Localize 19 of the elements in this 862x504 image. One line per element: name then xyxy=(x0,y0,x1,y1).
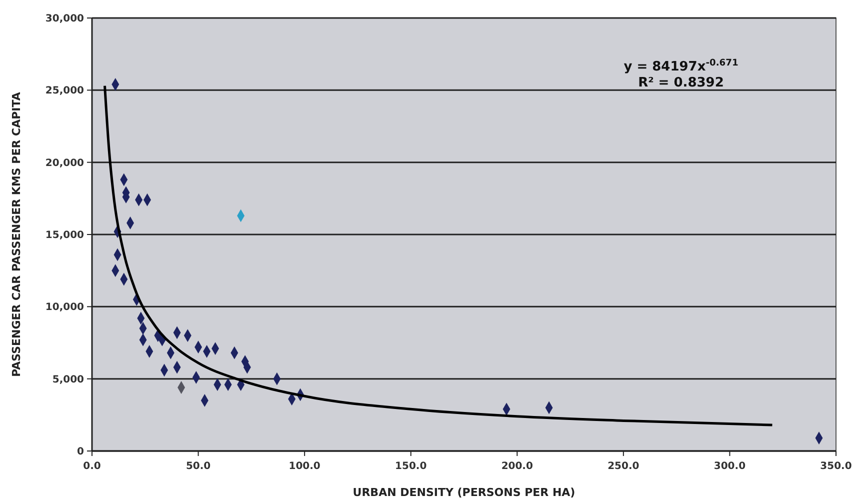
y-tick-label: 25,000 xyxy=(45,86,84,97)
y-tick-label: 5,000 xyxy=(52,374,84,386)
y-tick-label: 20,000 xyxy=(45,158,84,169)
y-axis-title: PASSENGER CAR PASSENGER KMS PER CAPITA xyxy=(10,92,23,377)
y-tick-label: 10,000 xyxy=(45,302,84,314)
x-tick-label: 300.0 xyxy=(714,461,746,472)
annotation: y = 84197x$^{-0.671}$ xyxy=(624,58,738,75)
x-tick-label: 50.0 xyxy=(186,461,211,472)
x-tick-label: 0.0 xyxy=(83,461,101,472)
x-tick-label: 350.0 xyxy=(820,461,852,472)
x-axis-title: URBAN DENSITY (PERSONS PER HA) xyxy=(352,486,576,499)
x-tick-label: 250.0 xyxy=(608,461,640,472)
y-tick-label: 15,000 xyxy=(45,230,84,241)
x-tick-label: 150.0 xyxy=(395,461,427,472)
x-tick-label: 100.0 xyxy=(288,461,320,472)
x-tick-label: 200.0 xyxy=(501,461,533,472)
y-tick-label: 30,000 xyxy=(45,14,84,24)
annotation: R² = 0.8392 xyxy=(638,76,724,91)
y-tick-label: 0 xyxy=(77,446,84,458)
